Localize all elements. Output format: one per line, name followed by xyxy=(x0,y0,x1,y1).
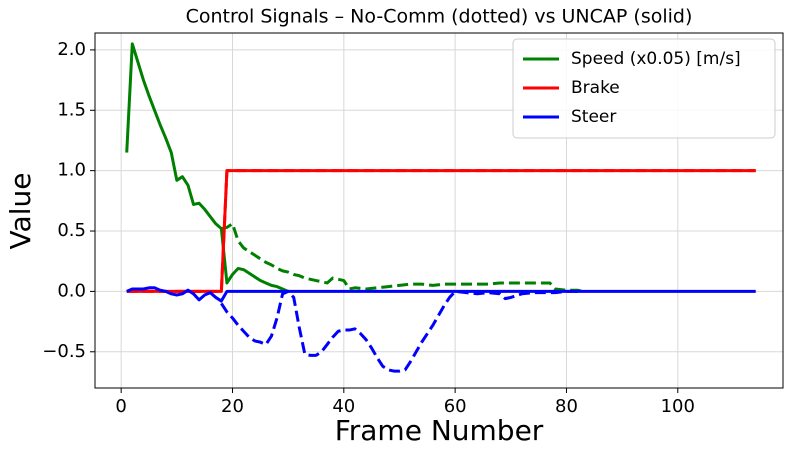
legend-label: Speed (x0.05) [m/s] xyxy=(571,49,741,69)
y-tick-label: −0.5 xyxy=(42,341,86,362)
series-line xyxy=(220,289,578,373)
x-axis-label: Frame Number xyxy=(335,414,544,447)
legend-box xyxy=(512,38,776,139)
legend-label: Brake xyxy=(571,78,620,98)
x-tick-label: 20 xyxy=(221,396,244,417)
series-line xyxy=(126,169,756,293)
x-tick-label: 0 xyxy=(115,396,126,417)
chart-title: Control Signals – No-Comm (dotted) vs UN… xyxy=(186,6,693,28)
series-line xyxy=(125,42,289,293)
y-tick-label: 0.5 xyxy=(57,220,86,241)
x-tick-label: 80 xyxy=(555,396,578,417)
y-tick-label: 1.0 xyxy=(57,160,86,181)
y-tick-label: 1.5 xyxy=(57,99,86,120)
plot-frame xyxy=(94,32,784,389)
series-line xyxy=(221,222,584,293)
y-tick-label: 0.0 xyxy=(57,280,86,301)
x-tick-label: 40 xyxy=(332,396,355,417)
y-axis-label: Value xyxy=(4,173,37,250)
y-tick-label: 2.0 xyxy=(57,39,86,60)
legend-label: Steer xyxy=(571,107,616,127)
x-tick-label: 100 xyxy=(661,396,695,417)
series-line xyxy=(126,286,756,303)
x-tick-label: 60 xyxy=(444,396,467,417)
